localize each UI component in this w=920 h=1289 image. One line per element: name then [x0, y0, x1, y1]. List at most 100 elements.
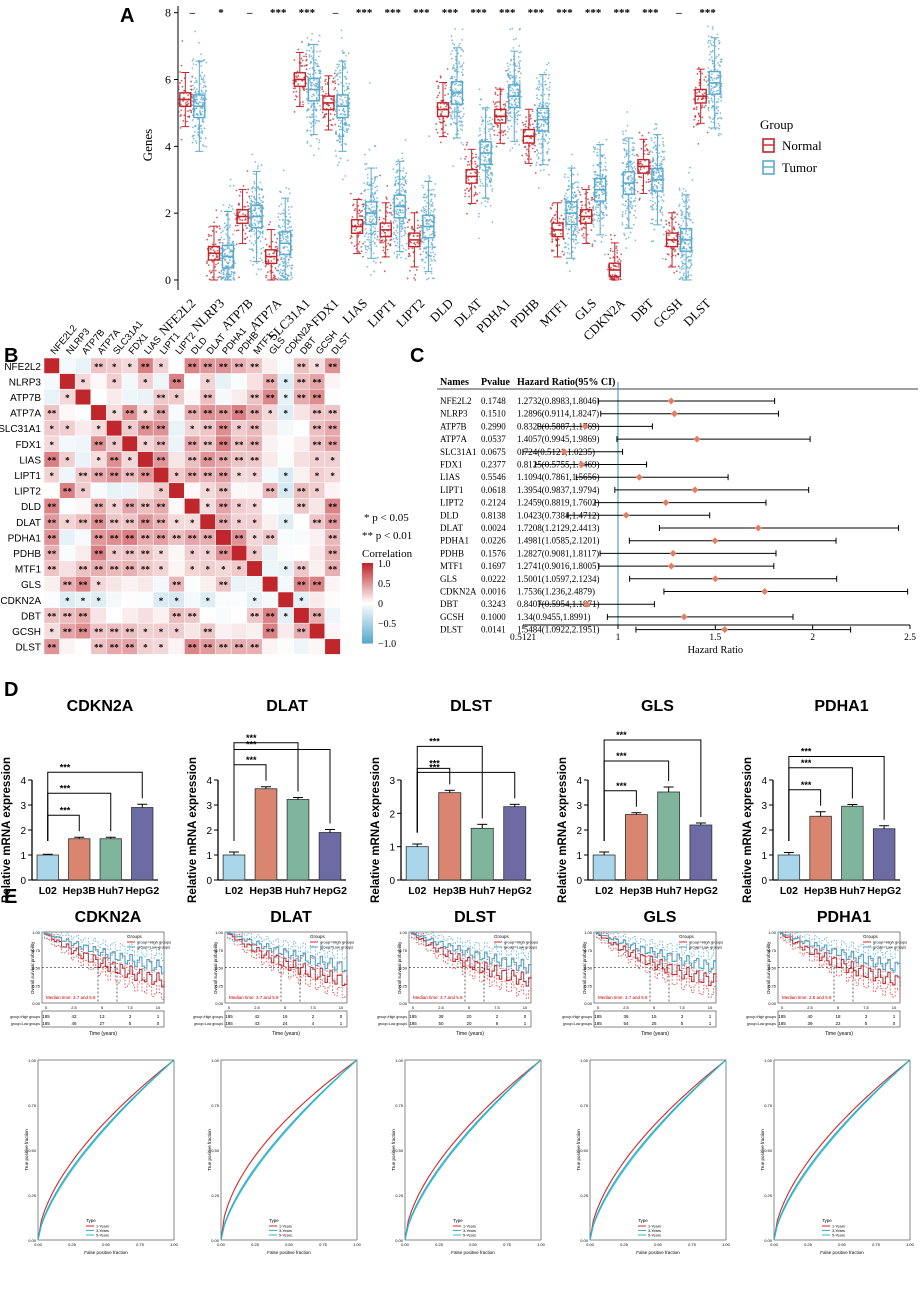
jitter-point	[697, 99, 699, 101]
jitter-point	[194, 91, 196, 93]
jitter-point	[479, 185, 481, 187]
jitter-point	[564, 195, 566, 197]
jitter-point	[297, 49, 299, 51]
jitter-point	[683, 254, 685, 256]
jitter-point	[384, 270, 386, 272]
jitter-point	[196, 99, 198, 101]
jitter-point	[317, 103, 319, 105]
jitter-point	[629, 175, 631, 177]
jitter-point	[614, 235, 616, 237]
jitter-point	[222, 242, 224, 244]
jitter-point	[314, 122, 316, 124]
jitter-point	[238, 276, 240, 278]
jitter-point	[462, 116, 464, 118]
jitter-point	[548, 174, 550, 176]
heatmap-cell	[169, 420, 185, 436]
jitter-point	[251, 242, 253, 244]
heatmap-cell	[60, 358, 76, 374]
cell-sig: **	[157, 455, 167, 465]
jitter-point	[391, 214, 393, 216]
jitter-point	[374, 180, 376, 182]
jitter-point	[403, 248, 405, 250]
jitter-point	[624, 234, 626, 236]
jitter-point	[199, 109, 201, 111]
heatmap-cell	[169, 452, 185, 468]
jitter-point	[673, 272, 675, 274]
jitter-point	[401, 187, 403, 189]
jitter-point	[359, 209, 361, 211]
jitter-point	[423, 242, 425, 244]
jitter-point	[654, 128, 656, 130]
jitter-point	[630, 180, 632, 182]
jitter-point	[343, 52, 345, 54]
jitter-point	[265, 266, 267, 268]
jitter-point	[720, 100, 722, 102]
jitter-point	[450, 114, 452, 116]
jitter-point	[558, 224, 560, 226]
jitter-point	[525, 116, 527, 118]
jitter-point	[626, 150, 628, 152]
jitter-point	[408, 219, 410, 221]
jitter-point	[291, 277, 293, 279]
jitter-point	[597, 155, 599, 157]
jitter-point	[513, 39, 515, 41]
jitter-point	[605, 234, 607, 236]
jitter-point	[650, 137, 652, 139]
jitter-point	[593, 214, 595, 216]
jitter-point	[372, 194, 374, 196]
jitter-point	[338, 84, 340, 86]
jitter-point	[678, 278, 680, 280]
jitter-point	[197, 113, 199, 115]
jitter-point	[309, 116, 311, 118]
jitter-point	[233, 279, 235, 281]
jitter-point	[282, 261, 284, 263]
jitter-point	[487, 154, 489, 156]
jitter-point	[253, 230, 255, 232]
heatmap-cell	[75, 436, 91, 452]
jitter-point	[333, 78, 335, 80]
jitter-point	[575, 243, 577, 245]
jitter-point	[375, 262, 377, 264]
jitter-point	[319, 69, 321, 71]
jitter-point	[431, 204, 433, 206]
jitter-point	[218, 239, 220, 241]
jitter-point	[454, 95, 456, 97]
jitter-point	[371, 220, 373, 222]
jitter-point	[370, 210, 372, 212]
jitter-point	[496, 105, 498, 107]
jitter-point	[226, 261, 228, 263]
jitter-point	[204, 127, 206, 129]
jitter-point	[595, 214, 597, 216]
jitter-point	[338, 133, 340, 135]
jitter-point	[225, 249, 227, 251]
jitter-point	[453, 67, 455, 69]
jitter-point	[200, 128, 202, 130]
jitter-point	[419, 248, 421, 250]
jitter-point	[540, 76, 542, 78]
cell-sig: *	[237, 502, 242, 512]
jitter-point	[195, 64, 197, 66]
jitter-point	[479, 130, 481, 132]
jitter-point	[395, 220, 397, 222]
jitter-point	[408, 253, 410, 255]
heatmap-cell	[75, 498, 91, 514]
jitter-point	[228, 262, 230, 264]
jitter-point	[282, 236, 284, 238]
jitter-point	[641, 148, 643, 150]
jitter-point	[567, 176, 569, 178]
cell-sig: **	[125, 409, 135, 419]
jitter-point	[546, 153, 548, 155]
jitter-point	[276, 246, 278, 248]
jitter-point	[597, 185, 599, 187]
jitter-point	[212, 230, 214, 232]
jitter-point	[547, 105, 549, 107]
jitter-point	[596, 202, 598, 204]
jitter-point	[568, 220, 570, 222]
jitter-point	[194, 125, 196, 127]
jitter-point	[518, 144, 520, 146]
jitter-point	[374, 231, 376, 233]
jitter-point	[596, 191, 598, 193]
jitter-point	[340, 144, 342, 146]
jitter-point	[251, 154, 253, 156]
jitter-point	[214, 266, 216, 268]
